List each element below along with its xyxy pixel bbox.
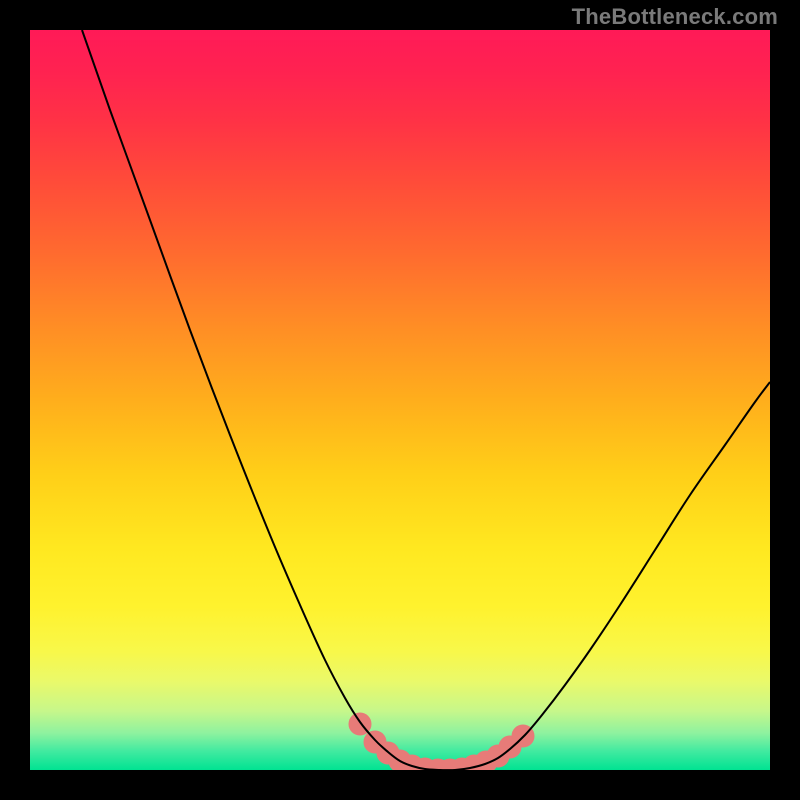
curve-left	[82, 30, 440, 770]
chart-frame: TheBottleneck.com	[0, 0, 800, 800]
watermark-text: TheBottleneck.com	[572, 4, 778, 30]
curves-layer	[30, 30, 770, 770]
plot-area	[30, 30, 770, 770]
curve-right	[440, 382, 770, 770]
